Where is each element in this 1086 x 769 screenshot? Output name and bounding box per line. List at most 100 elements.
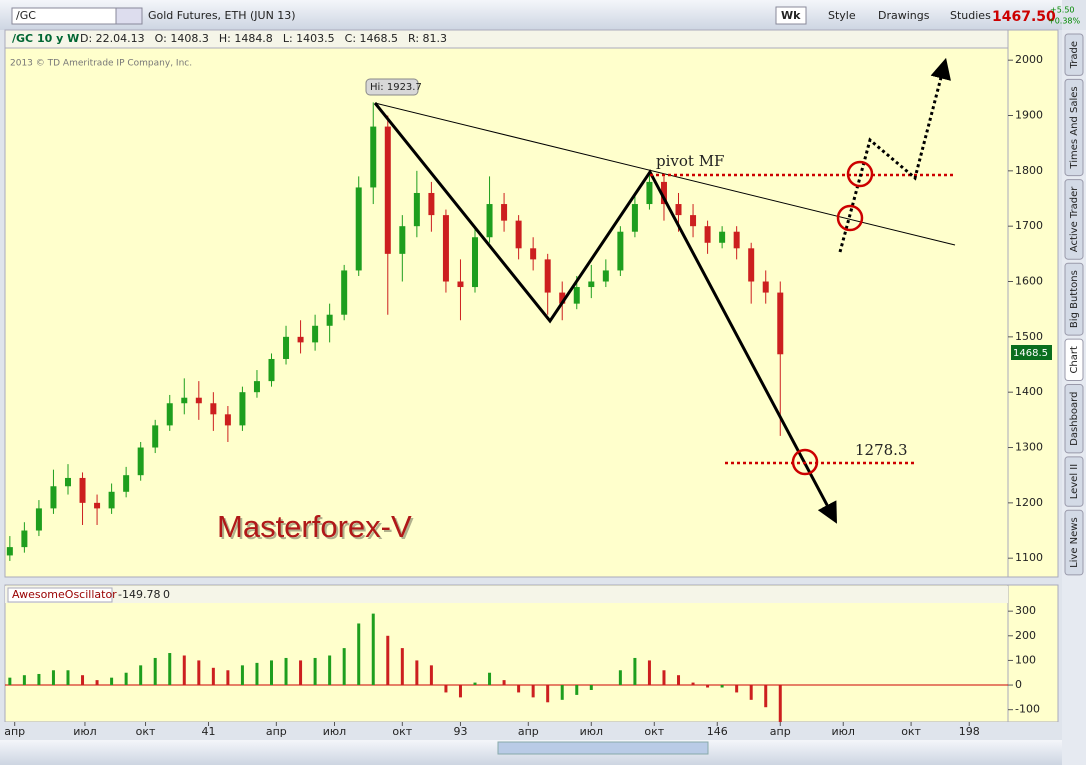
period-button[interactable]: [775, 6, 807, 25]
oscillator-bar: [211, 667, 215, 686]
oscillator-bar: [153, 657, 157, 686]
description: Gold Futures, ETH (JUN 13): [148, 9, 296, 22]
side-tab[interactable]: Big Buttons: [1064, 262, 1084, 336]
x-tick-label: окт: [901, 725, 921, 738]
oscillator-bar: [429, 665, 433, 686]
candle-body: [704, 226, 711, 243]
candle-body: [733, 231, 740, 249]
info-label: /GC 10 y W: [12, 32, 79, 45]
x-tick-label: 198: [959, 725, 980, 738]
symbol-dropdown[interactable]: [115, 7, 143, 25]
side-tab[interactable]: Times And Sales: [1064, 78, 1084, 177]
circle: [846, 160, 874, 188]
side-tab-bg: [1064, 78, 1084, 177]
oscillator-bar: [37, 673, 41, 686]
oscillator-bar: [400, 648, 404, 686]
candle-body: [690, 215, 697, 227]
candle-body: [21, 530, 28, 548]
info-fields: D: 22.04.13 O: 1408.3 H: 1484.8 L: 1403.5 C:…: [80, 32, 447, 45]
studies-button[interactable]: Studies: [950, 9, 991, 22]
oscillator-bar: [720, 685, 724, 688]
info-field: L: 1403.5: [283, 32, 335, 45]
candle-body: [297, 336, 304, 343]
candle-body: [224, 414, 231, 426]
study-param: 0: [163, 588, 170, 601]
candle-body: [166, 403, 173, 426]
side-tab-bg: [1064, 179, 1084, 260]
oscillator-bar: [386, 635, 390, 686]
info-field: C: 1468.5: [345, 32, 398, 45]
drawings: [373, 57, 956, 524]
oscillator-bar: [240, 665, 244, 686]
oscillator-bar: [677, 675, 681, 686]
oscillator-bar: [139, 665, 143, 686]
oscillator-plot: [4, 584, 1009, 723]
info-field: O: 1408.3: [155, 32, 209, 45]
candle-body: [530, 248, 537, 260]
candle-body: [602, 270, 609, 282]
x-tick-label: 41: [202, 725, 216, 738]
candle-body: [283, 336, 290, 359]
candle-body: [64, 477, 71, 487]
y-tick-label: 1400: [1015, 385, 1043, 398]
side-tab-bg: [1064, 33, 1084, 76]
oscillator-bar: [662, 670, 666, 686]
side-tab[interactable]: Dashboard: [1064, 384, 1084, 454]
oscillator-bar: [342, 648, 346, 686]
candle-body: [152, 425, 159, 448]
oscillator-bar: [458, 685, 462, 698]
x-tick-label: июл: [580, 725, 603, 738]
side-tab-bg: [1064, 509, 1084, 576]
side-tab-label: Active Trader: [1069, 186, 1080, 252]
target-label: 1278.3: [855, 441, 908, 459]
side-tab-bg: [1064, 456, 1084, 507]
change: +5.50: [1050, 6, 1075, 15]
info-field: H: 1484.8: [219, 32, 273, 45]
drawings-button[interactable]: Drawings: [878, 9, 930, 22]
oscillator-bar: [95, 680, 99, 686]
candle-body: [326, 314, 333, 326]
oscillator-bar: [415, 660, 419, 686]
x-tick-label: июл: [73, 725, 96, 738]
oscillator-bar: [517, 685, 521, 693]
y-tick-label: 1800: [1015, 164, 1043, 177]
candle-body: [50, 486, 57, 509]
side-tab[interactable]: Chart: [1064, 338, 1084, 382]
side-tab[interactable]: Level II: [1064, 456, 1084, 507]
oscillator-bar: [488, 672, 492, 686]
style-button[interactable]: Style: [828, 9, 856, 22]
side-tab[interactable]: Active Trader: [1064, 179, 1084, 260]
y-tick-label: 1900: [1015, 109, 1043, 122]
y-tick-label: 200: [1015, 629, 1036, 642]
candle-body: [253, 381, 260, 393]
oscillator-bar: [546, 685, 550, 703]
oscillator-bar: [182, 655, 186, 686]
candle-body: [442, 215, 449, 282]
candle-body: [123, 475, 130, 492]
candle-body: [486, 204, 493, 238]
study-box: [7, 587, 113, 603]
side-tab-bg: [1064, 384, 1084, 454]
x-tick-label: июл: [323, 725, 346, 738]
oscillator-bar: [778, 685, 782, 722]
side-tab[interactable]: Live News: [1064, 509, 1084, 576]
side-tab[interactable]: Trade: [1064, 33, 1084, 76]
study-value: -149.78: [118, 588, 160, 601]
info-field: D: 22.04.13: [80, 32, 145, 45]
x-tick-label: 93: [453, 725, 467, 738]
period: Wk: [781, 9, 801, 22]
study-name: AwesomeOscillator: [12, 588, 117, 601]
side-tab-label: Times And Sales: [1069, 86, 1080, 169]
candle-body: [137, 447, 144, 476]
scroll-thumb[interactable]: [497, 741, 709, 755]
oscillator-bar: [560, 685, 564, 700]
x-tick-label: апр: [4, 725, 25, 738]
oscillator-bar: [81, 675, 85, 686]
watermark-shadow: Masterforex-V: [219, 511, 414, 546]
candle-body: [617, 231, 624, 271]
oscillator-bar: [618, 670, 622, 686]
candle-body: [777, 292, 784, 355]
candle-body: [646, 181, 653, 205]
candle-body: [762, 281, 769, 293]
